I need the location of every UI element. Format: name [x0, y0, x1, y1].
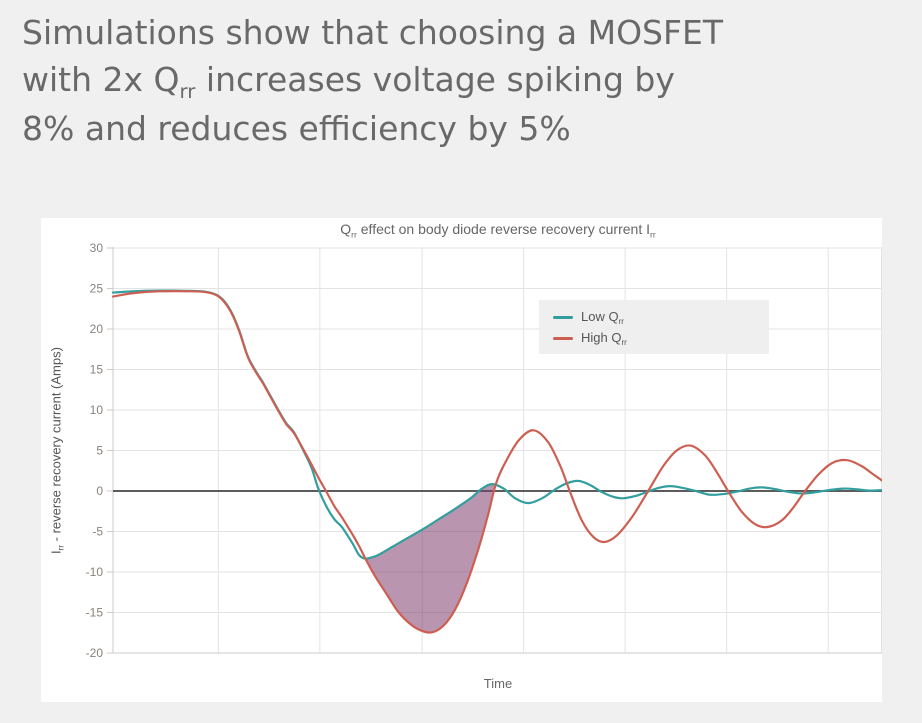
x-axis-title: Time [483, 676, 513, 691]
plot-area: 30 25 20 15 10 5 0 -5 -10 -15 -20 [86, 241, 882, 660]
y-tick-label: 0 [96, 484, 103, 498]
legend: Low Qrr High Qrr [539, 300, 769, 354]
y-axis-title-text: I [48, 550, 64, 554]
chart-title-sub-2: rr [650, 229, 656, 240]
y-axis-title-text-2: - reverse recovery current (Amps) [48, 347, 64, 545]
y-tick-label: 30 [90, 241, 104, 255]
legend-label-low-qrr: Low Qrr [581, 308, 624, 327]
y-tick-label: 20 [90, 322, 104, 336]
legend-item-high-qrr: High Qrr [553, 328, 769, 349]
low-qrr-line-swatch [553, 316, 573, 319]
page-title: Simulations show that choosing a MOSFET … [0, 0, 912, 153]
y-tick-label: 25 [90, 282, 104, 296]
y-tick-label: -10 [86, 565, 104, 579]
high-qrr-line-swatch [553, 337, 573, 340]
high-qrr-curve [111, 290, 882, 634]
page-title-text: Simulations show that choosing a MOSFET … [22, 13, 723, 99]
chart-title-text-2: effect on body diode reverse recovery cu… [356, 221, 650, 237]
y-tick-label: 5 [96, 444, 103, 458]
fill-between-region [365, 483, 496, 633]
chart-title-text: Q [340, 221, 352, 237]
page-title-text-2: increases voltage spiking by 8% and redu… [22, 59, 675, 148]
chart-title-sub: rr [351, 229, 357, 240]
y-tick-label: 10 [90, 403, 104, 417]
y-axis-title: Irr - reverse recovery current (Amps) [49, 245, 66, 657]
legend-label-high-qrr: High Qrr [581, 329, 627, 348]
y-tick-label: -5 [92, 525, 103, 539]
y-tick-label: -15 [86, 606, 104, 620]
y-tick-label: 15 [90, 363, 104, 377]
y-axis-title-sub: rr [56, 544, 66, 551]
qrr-subscript: rr [179, 79, 196, 103]
chart-title: Qrr effect on body diode reverse recover… [113, 221, 883, 239]
chart-card: Qrr effect on body diode reverse recover… [41, 218, 882, 702]
y-tick-label: -20 [86, 646, 104, 660]
legend-item-low-qrr: Low Qrr [553, 307, 769, 328]
